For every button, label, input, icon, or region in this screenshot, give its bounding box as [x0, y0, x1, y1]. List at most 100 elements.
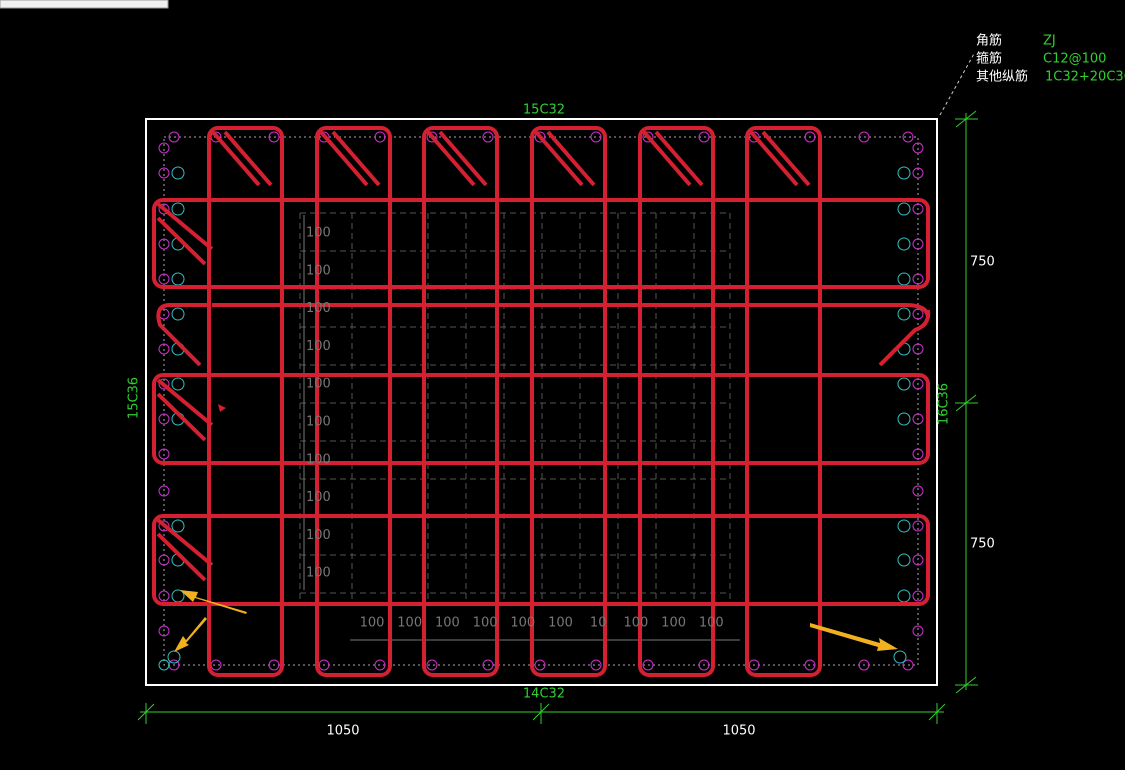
rebar [897, 519, 911, 533]
rebar [171, 377, 185, 391]
rebar [642, 131, 654, 143]
hook [426, 130, 476, 187]
rebar [158, 625, 170, 637]
rebar [590, 659, 602, 671]
rebar [171, 307, 185, 321]
rebar [158, 659, 170, 671]
rebar [534, 131, 546, 143]
rebar [897, 307, 911, 321]
rebar [158, 343, 170, 355]
rebar [804, 659, 816, 671]
rebar [698, 131, 710, 143]
rebar [158, 142, 170, 154]
rebar [912, 413, 924, 425]
rebar [897, 166, 911, 180]
rebar [912, 625, 924, 637]
hook [156, 378, 214, 427]
inner-dim: 100 [306, 490, 331, 505]
rebar [912, 167, 924, 179]
rebar [912, 448, 924, 460]
arrow [174, 617, 207, 652]
rebar [902, 131, 914, 143]
texts: 100 100 100 100 100 100 100 100 100 100 100 100 100 1… [127, 33, 1125, 739]
rebar [158, 590, 170, 602]
rebar [158, 485, 170, 497]
rebar [158, 554, 170, 566]
rebar [158, 273, 170, 285]
rebar [426, 659, 438, 671]
rebar [158, 238, 170, 250]
stirrup [315, 126, 392, 677]
rebar [167, 650, 181, 664]
inner-dim: 100 [473, 616, 498, 631]
rebar [912, 590, 924, 602]
rebar [897, 237, 911, 251]
rebar [912, 273, 924, 285]
rebar [590, 131, 602, 143]
inner-dim: 100 [306, 226, 331, 241]
rebar [482, 131, 494, 143]
hook [223, 130, 273, 187]
dim-text: 1050 [326, 724, 359, 739]
rebar [171, 519, 185, 533]
inner-dim: 100 [306, 263, 331, 278]
inner-dim: 100 [306, 301, 331, 316]
rebar [804, 131, 816, 143]
rebar [912, 238, 924, 250]
rebar [374, 659, 386, 671]
hook [546, 130, 596, 187]
dim-text: 750 [970, 255, 995, 270]
legend-value: 1C32+20C36 [1045, 70, 1125, 85]
hook [438, 130, 488, 187]
marker [218, 404, 226, 412]
legend-label: 箍筋 [976, 51, 1002, 67]
stirrup [152, 514, 930, 606]
dimensions [137, 110, 978, 724]
stirrup [530, 126, 607, 677]
legend-label: 其他纵筋 [976, 69, 1028, 85]
dim-text: 750 [970, 537, 995, 552]
rebar [268, 131, 280, 143]
rebar [902, 659, 914, 671]
hook [331, 130, 381, 187]
rebar [698, 659, 710, 671]
legend-value: C12@100 [1043, 52, 1106, 67]
rebar [158, 448, 170, 460]
inner-dim: 100 [306, 339, 331, 354]
inner-dim: 100 [623, 616, 648, 631]
rebar [858, 659, 870, 671]
rebar [426, 131, 438, 143]
rebar [912, 142, 924, 154]
arrow [180, 590, 247, 614]
legend-value: ZJ [1043, 34, 1056, 49]
rebar [912, 343, 924, 355]
stirrup [422, 126, 499, 677]
inner-dim: 100 [360, 616, 385, 631]
hook [654, 130, 704, 187]
legend-label: 角筋 [976, 33, 1002, 49]
stirrup [212, 303, 930, 319]
hook [642, 130, 692, 187]
rebar [171, 166, 185, 180]
right-label: 16C36 [937, 383, 952, 425]
stirrup [207, 126, 284, 677]
left-label: 15C36 [127, 377, 142, 419]
rebar [158, 378, 170, 390]
rebar [374, 131, 386, 143]
top-label: 15C32 [523, 103, 565, 118]
inner-dim: 100 [306, 377, 331, 392]
inner-dim: 100 [435, 616, 460, 631]
rebar [168, 131, 180, 143]
rebar [158, 520, 170, 532]
toolbar-fragment [0, 0, 169, 9]
hook [156, 518, 214, 567]
rebar [897, 412, 911, 426]
rebar [858, 131, 870, 143]
inner-dim: 100 [306, 528, 331, 543]
hook [156, 392, 207, 442]
inner-dim: 100 [510, 616, 535, 631]
rebar [912, 554, 924, 566]
rebar [912, 308, 924, 320]
inner-dim: 100 [661, 616, 686, 631]
arrow [810, 623, 898, 651]
